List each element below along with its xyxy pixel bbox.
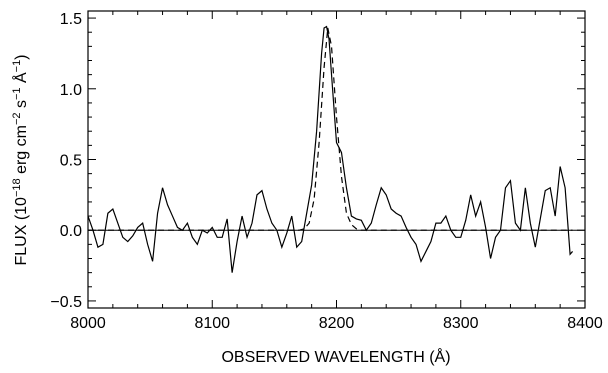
x-tick-label: 8100 [194,315,230,332]
y-tick-label: 1.5 [60,11,82,28]
y-label-suffix: ) [13,54,30,59]
x-tick-label: 8400 [567,315,603,332]
y-label-mid3: Å [11,72,30,87]
y-label-mid1: erg cm [13,125,30,178]
y-label-exp1: −18 [11,178,23,197]
y-axis-label: FLUX (10−18 erg cm−2 s−1 Å−1) [11,54,30,265]
y-label-mid2: s [13,100,30,112]
x-axis-label: OBSERVED WAVELENGTH (Å) [221,347,450,366]
y-label-exp3: −1 [11,87,23,100]
spectrum-line [87,25,574,273]
y-label-exp2: −2 [11,112,23,125]
x-tick-label: 8000 [70,315,106,332]
model-fit-line [88,27,573,231]
tick-labels: 8000 8100 8200 8300 8400 −0.5 0.0 0.5 1.0 1.5 [50,11,602,332]
plot-frame [87,10,586,309]
y-tick-label: −0.5 [50,294,82,311]
x-tick-label: 8200 [319,315,355,332]
y-tick-label: 0.5 [60,153,82,170]
series-layer [87,25,574,273]
y-label-prefix: FLUX (10 [13,197,30,266]
y-tick-label: 0.0 [60,223,82,240]
x-tick-label: 8300 [443,315,479,332]
y-tick-label: 1.0 [60,82,82,99]
y-label-exp4: −1 [11,60,23,73]
axis-ticks [87,11,586,308]
